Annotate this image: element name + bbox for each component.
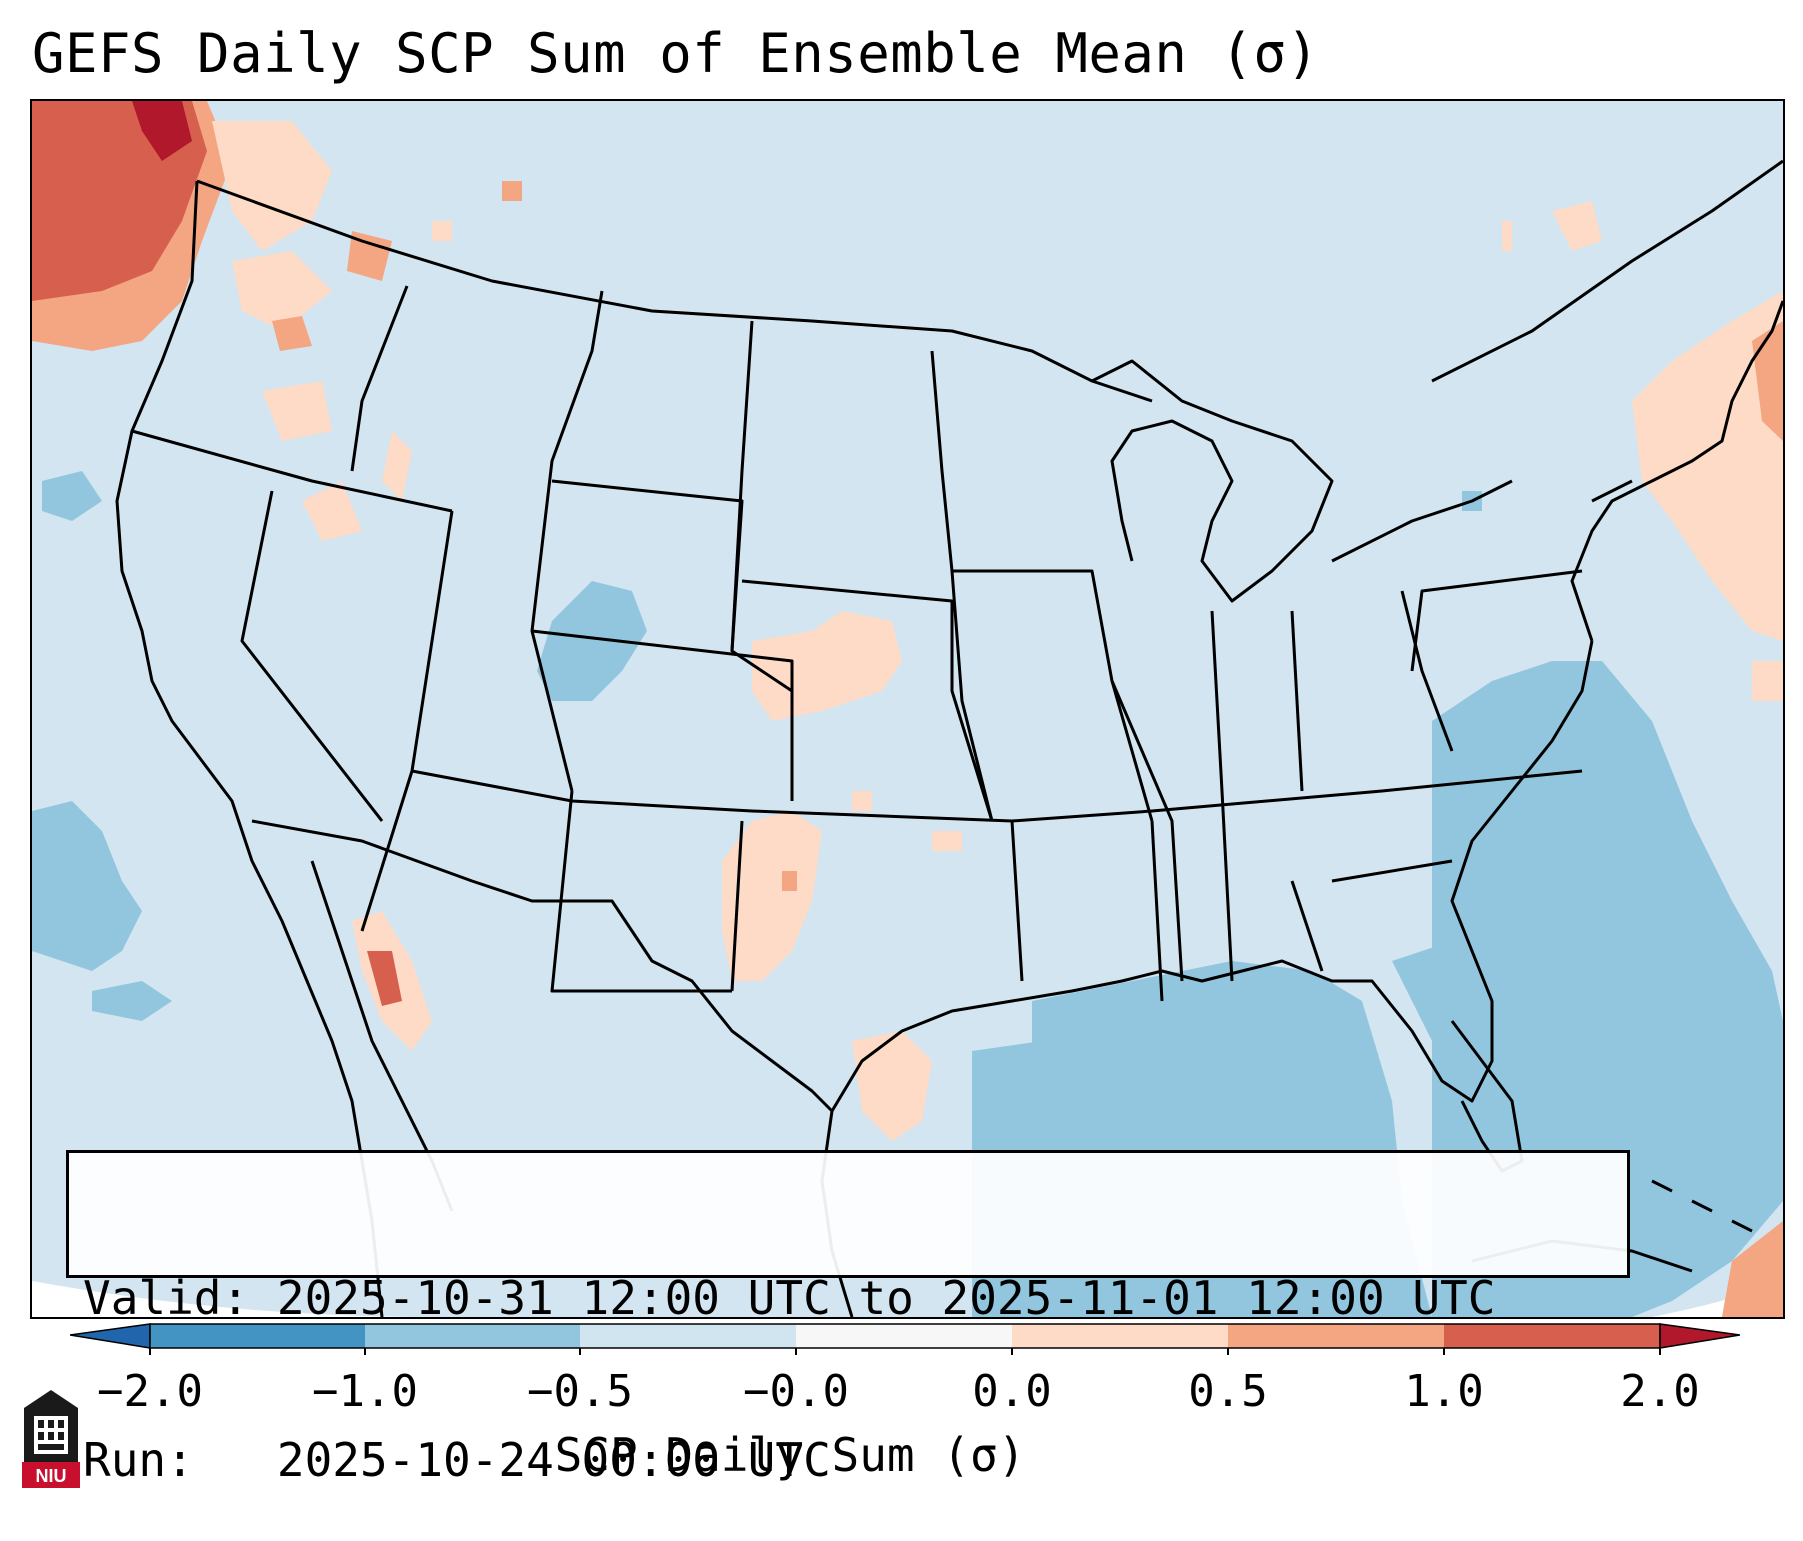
state-line-mo-ky xyxy=(1110,680,1184,982)
boundaries xyxy=(115,159,1783,1317)
state-line-ia-il xyxy=(952,569,1154,822)
state-line-ok-tx-ar xyxy=(1010,820,1024,982)
state-line-ny-pa xyxy=(1410,569,1583,672)
state-line-oh-wv xyxy=(1290,610,1304,792)
state-line-pa-md xyxy=(1400,590,1454,752)
state-line-sc xyxy=(1331,859,1453,883)
anomaly-colorado xyxy=(537,581,647,701)
state-line-ne-states xyxy=(1591,479,1633,503)
colorbar-extend-high xyxy=(1659,1323,1740,1349)
bahamas xyxy=(1651,1179,1753,1233)
state-line-in-oh xyxy=(1210,610,1234,982)
anomaly-baja xyxy=(352,911,432,1051)
run-label: Run: xyxy=(83,1433,194,1487)
st-lawrence xyxy=(1431,159,1783,383)
gulf-atlantic-coast xyxy=(830,640,1594,1112)
colorbar-segment-3 xyxy=(580,1324,796,1348)
valid-label: Valid: xyxy=(83,1271,250,1325)
state-line-nm-tx xyxy=(730,820,744,992)
tick-label: −2.0 xyxy=(97,1366,203,1417)
state-line-ms-al xyxy=(1150,820,1164,1002)
chart-title: GEFS Daily SCP Sum of Ensemble Mean (σ) xyxy=(32,22,1320,85)
anomaly-pacific-negative xyxy=(32,471,172,1021)
colorbar-segment-1 xyxy=(150,1324,365,1348)
tick-label: 0.5 xyxy=(1188,1366,1268,1417)
state-line-nv-ca xyxy=(240,490,384,822)
tick-label: 1.0 xyxy=(1404,1366,1484,1417)
state-line-wa-id xyxy=(350,285,409,472)
state-line-ne-ks xyxy=(741,579,994,822)
tick-label: 2.0 xyxy=(1620,1366,1700,1417)
us-mexico-border xyxy=(251,819,834,1113)
colorbar-frame xyxy=(149,1323,1661,1349)
northeast-coast xyxy=(1570,300,1783,642)
tick-label: −1.0 xyxy=(312,1366,418,1417)
state-line-or-ca-nv xyxy=(131,429,453,513)
anomaly-texas xyxy=(722,791,962,1141)
run-value: 2025-10-24 00:00 UTC xyxy=(276,1433,831,1487)
state-line-nd-sd-ne xyxy=(730,320,754,652)
anomaly-pacific-northwest xyxy=(32,101,522,541)
valid-value: 2025-10-31 12:00 UTC to 2025-11-01 12:00… xyxy=(276,1271,1496,1325)
tick-label: 0.0 xyxy=(972,1366,1052,1417)
colorbar-ticks xyxy=(149,1348,1661,1355)
colorbar-segment-4 xyxy=(796,1324,1012,1348)
logo-text: NIU xyxy=(36,1466,67,1486)
great-lakes xyxy=(1091,359,1334,603)
colorbar-label: SCP Daily Sum (σ) xyxy=(554,1428,1026,1482)
state-line-al-ga xyxy=(1290,880,1324,972)
colorbar-segment-6 xyxy=(1228,1324,1444,1348)
run-line: Run: 2025-10-24 00:00 UTC xyxy=(83,1433,1613,1487)
lake-erie-ontario xyxy=(1331,479,1513,563)
colorbar-extend-low xyxy=(70,1323,151,1349)
anomaly-northeast xyxy=(1462,201,1783,1317)
colorbar-segment-7 xyxy=(1444,1324,1660,1348)
valid-line: Valid: 2025-10-31 12:00 UTC to 2025-11-0… xyxy=(83,1271,1613,1325)
niu-tower-icon: NIU xyxy=(22,1390,80,1488)
colorbar-segment-5 xyxy=(1012,1324,1228,1348)
state-line-co xyxy=(531,629,794,801)
anomaly-kansas xyxy=(752,611,902,721)
us-canada-border xyxy=(196,179,1153,403)
map-panel xyxy=(30,99,1785,1319)
tick-label: −0.5 xyxy=(527,1366,633,1417)
info-box: Valid: 2025-10-31 12:00 UTC to 2025-11-0… xyxy=(66,1150,1630,1487)
map-canvas xyxy=(32,101,1783,1317)
tick-label: −0.0 xyxy=(743,1366,849,1417)
state-line-nm xyxy=(550,790,732,993)
colorbar xyxy=(70,1323,1740,1355)
state-line-mt-id-ut xyxy=(530,290,604,792)
off-projection-area xyxy=(32,1281,432,1317)
colorbar-segment-2 xyxy=(365,1324,580,1348)
